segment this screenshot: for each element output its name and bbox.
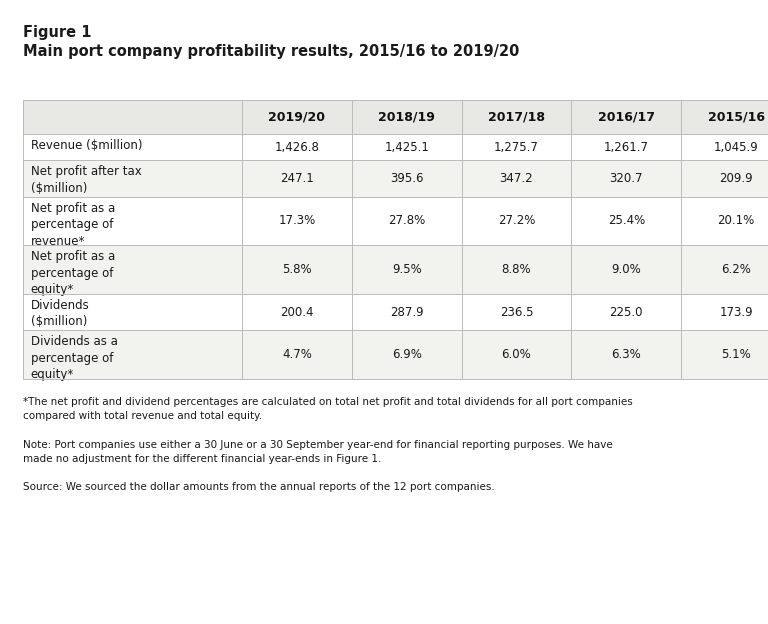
Text: 6.9%: 6.9% [392,348,422,361]
Bar [23,294,768,330]
Text: Net profit after tax
($million): Net profit after tax ($million) [31,165,141,195]
Bar [23,134,768,160]
Text: 1,426.8: 1,426.8 [274,141,319,154]
Text: 2017/18: 2017/18 [488,110,545,124]
Text: Dividends
($million): Dividends ($million) [31,299,89,328]
Text: 347.2: 347.2 [500,172,533,185]
Text: 27.8%: 27.8% [388,215,425,227]
Text: 6.2%: 6.2% [721,263,751,276]
Text: 395.6: 395.6 [390,172,423,185]
Text: 173.9: 173.9 [720,306,753,318]
Text: 320.7: 320.7 [610,172,643,185]
Text: 8.8%: 8.8% [502,263,531,276]
Text: 2019/20: 2019/20 [268,110,326,124]
Text: 1,261.7: 1,261.7 [604,141,649,154]
Text: 2016/17: 2016/17 [598,110,655,124]
Text: 6.0%: 6.0% [502,348,531,361]
Text: Net profit as a
percentage of
revenue*: Net profit as a percentage of revenue* [31,202,115,248]
Text: 2018/19: 2018/19 [378,110,435,124]
Text: Net profit as a
percentage of
equity*: Net profit as a percentage of equity* [31,250,115,296]
Text: Main port company profitability results, 2015/16 to 2019/20: Main port company profitability results,… [23,44,519,59]
Text: 9.5%: 9.5% [392,263,422,276]
Text: Dividends as a
percentage of
equity*: Dividends as a percentage of equity* [31,335,118,381]
Text: 1,275.7: 1,275.7 [494,141,539,154]
Text: 20.1%: 20.1% [717,215,755,227]
Text: 1,045.9: 1,045.9 [713,141,759,154]
Text: 1,425.1: 1,425.1 [384,141,429,154]
Text: 25.4%: 25.4% [607,215,645,227]
Text: 5.1%: 5.1% [721,348,751,361]
Text: 27.2%: 27.2% [498,215,535,227]
Text: 2015/16: 2015/16 [707,110,765,124]
Text: 5.8%: 5.8% [282,263,312,276]
Text: 9.0%: 9.0% [611,263,641,276]
Text: Figure 1: Figure 1 [23,25,91,40]
Bar [23,330,768,379]
Text: *The net profit and dividend percentages are calculated on total net profit and : *The net profit and dividend percentages… [23,397,633,421]
Bar [23,100,768,134]
Text: 247.1: 247.1 [280,172,313,185]
Text: 287.9: 287.9 [390,306,423,318]
Text: 17.3%: 17.3% [278,215,316,227]
Text: Note: Port companies use either a 30 June or a 30 September year-end for financi: Note: Port companies use either a 30 Jun… [23,440,613,464]
Text: Source: We sourced the dollar amounts from the annual reports of the 12 port com: Source: We sourced the dollar amounts fr… [23,482,495,492]
Text: 225.0: 225.0 [610,306,643,318]
Text: 4.7%: 4.7% [282,348,312,361]
Bar [23,245,768,294]
Text: 209.9: 209.9 [720,172,753,185]
Text: 200.4: 200.4 [280,306,313,318]
Text: 6.3%: 6.3% [611,348,641,361]
Text: 236.5: 236.5 [500,306,533,318]
Bar [23,160,768,197]
Bar [23,197,768,245]
Text: Revenue ($million): Revenue ($million) [31,139,142,152]
